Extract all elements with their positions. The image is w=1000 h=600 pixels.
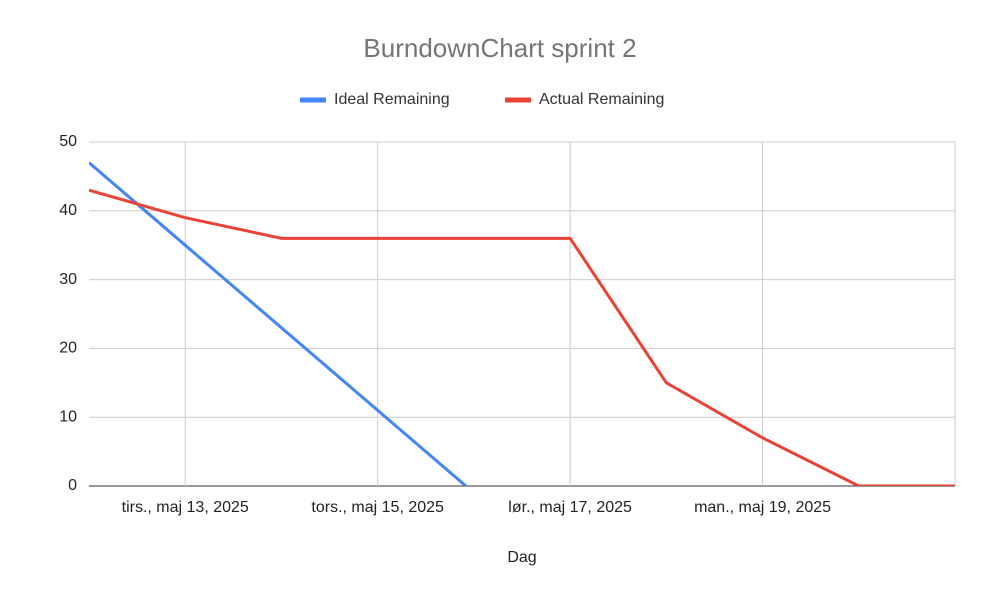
legend-label: Ideal Remaining — [334, 91, 450, 108]
y-tick-label: 10 — [59, 408, 77, 425]
x-tick-label: man., maj 19, 2025 — [694, 499, 831, 516]
y-tick-label: 40 — [59, 202, 77, 219]
y-tick-label: 0 — [68, 477, 77, 494]
series-line — [89, 188, 955, 486]
x-tick-label: tirs., maj 13, 2025 — [122, 499, 249, 516]
y-tick-label: 30 — [59, 271, 77, 288]
legend-label: Actual Remaining — [539, 91, 664, 108]
series-line — [89, 161, 469, 486]
y-tick-label: 50 — [59, 133, 77, 150]
x-tick-label: lør., maj 17, 2025 — [508, 499, 632, 516]
chart-title: BurndownChart sprint 2 — [363, 33, 636, 63]
y-tick-label: 20 — [59, 340, 77, 357]
x-tick-label: tors., maj 15, 2025 — [311, 499, 444, 516]
x-axis-title: Dag — [507, 549, 536, 566]
